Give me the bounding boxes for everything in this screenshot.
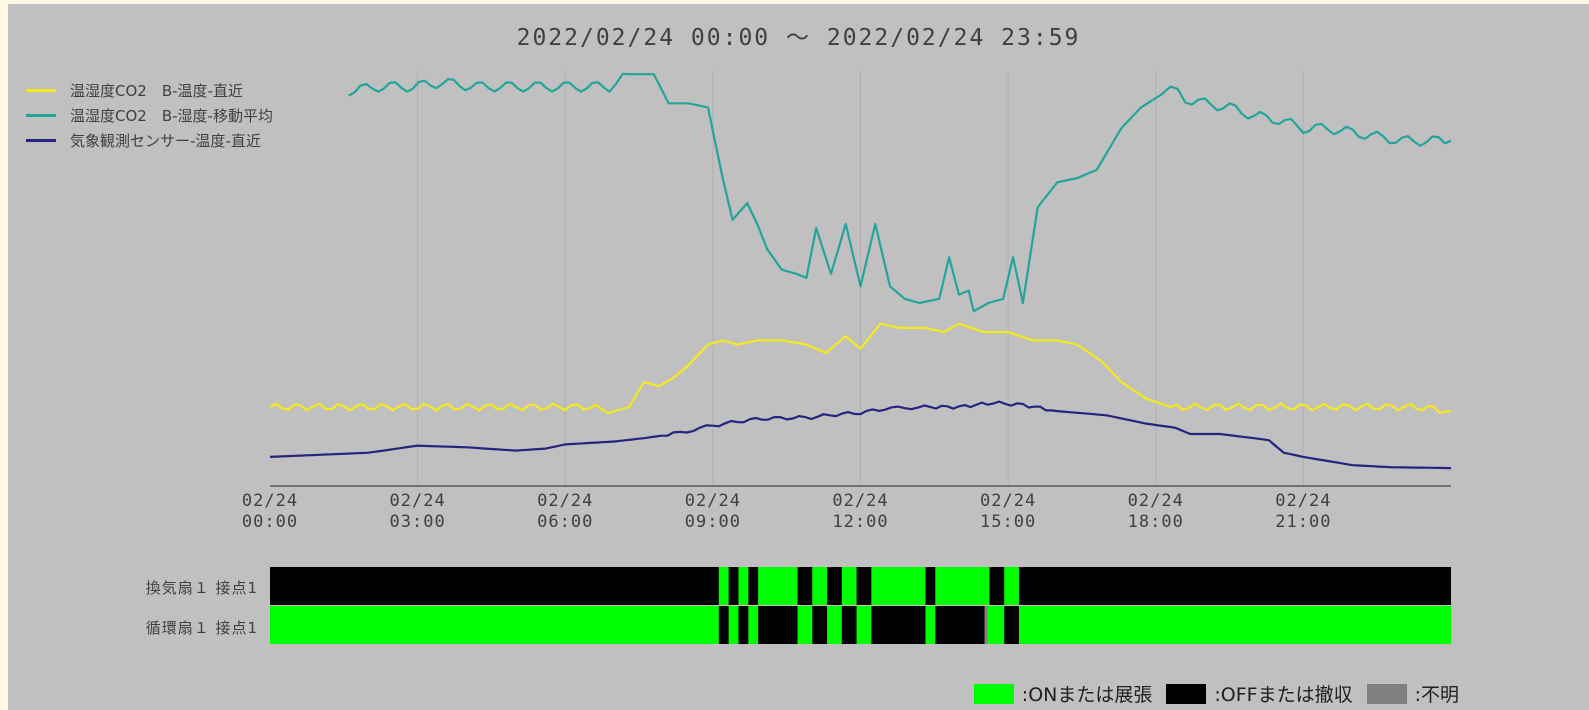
x-tick-time-5: 15:00	[980, 512, 1036, 532]
on-swatch	[973, 683, 1014, 704]
x-tick-time-1: 03:00	[390, 512, 446, 532]
device-bar-0-segment-1	[738, 567, 749, 605]
off-swatch	[1166, 683, 1207, 704]
legend-item-series-0[interactable]: 温湿度CO2 B-温度-直近	[26, 78, 273, 103]
device-label-ventilation-fan: 換気扇１ 接点1	[145, 579, 258, 597]
x-tick-time-3: 09:00	[685, 512, 741, 532]
unknown-label: :不明	[1414, 684, 1459, 706]
chart-legend: 温湿度CO2 B-温度-直近 温湿度CO2 B-湿度-移動平均 気象観測センサー…	[26, 78, 273, 153]
device-bar-0-segment-5	[871, 567, 926, 605]
chart-canvas: 02/2400:0002/2403:0002/2406:0002/2409:00…	[242, 70, 1452, 644]
legend-item-series-2[interactable]: 気象観測センサー-温度-直近	[26, 128, 273, 153]
device-bar-0-segment-6	[935, 567, 990, 605]
status-legend: :ONまたは展張 :OFFまたは撤収 :不明	[960, 680, 1459, 707]
device-bar-0	[270, 567, 1451, 605]
legend-label: 温湿度CO2 B-温度-直近	[70, 82, 243, 100]
device-bar-1-segment-7	[984, 606, 988, 644]
on-label: :ONまたは展張	[1021, 684, 1153, 706]
device-bar-1	[270, 606, 1451, 644]
x-tick-date-7: 02/24	[1275, 491, 1331, 511]
device-label-circulation-fan: 循環扇１ 接点1	[145, 619, 258, 637]
device-bar-1-segment-1	[738, 606, 749, 644]
series-line-0	[269, 322, 1452, 415]
legend-swatch	[26, 139, 56, 142]
x-tick-date-6: 02/24	[1128, 491, 1184, 511]
x-tick-time-2: 06:00	[537, 512, 593, 532]
x-tick-time-4: 12:00	[832, 512, 888, 532]
x-tick-time-0: 00:00	[242, 512, 298, 532]
legend-swatch	[26, 89, 56, 92]
chart-panel: 2022/02/24 00:00 ～ 2022/02/24 23:59 02/2…	[8, 4, 1589, 710]
device-bar-1-segment-5	[871, 606, 926, 644]
x-tick-date-2: 02/24	[537, 491, 593, 511]
device-bar-0-segment-0	[718, 567, 729, 605]
legend-item-series-1[interactable]: 温湿度CO2 B-湿度-移動平均	[26, 103, 273, 128]
off-label: :OFFまたは撤収	[1214, 684, 1353, 706]
device-bar-1-segment-2	[758, 606, 798, 644]
device-bar-0-segment-2	[758, 567, 798, 605]
device-bar-1-segment-3	[812, 606, 828, 644]
legend-label: 温湿度CO2 B-湿度-移動平均	[70, 107, 273, 125]
series-line-2	[269, 400, 1452, 470]
device-bar-1-segment-8	[1004, 606, 1019, 644]
x-tick-date-3: 02/24	[685, 491, 741, 511]
legend-label: 気象観測センサー-温度-直近	[70, 132, 261, 150]
device-bar-1-segment-6	[935, 606, 985, 644]
x-tick-date-5: 02/24	[980, 491, 1036, 511]
unknown-swatch	[1366, 683, 1407, 704]
device-bar-0-segment-3	[812, 567, 828, 605]
device-bar-0-segment-4	[841, 567, 857, 605]
device-bar-0-segment-7	[1004, 567, 1019, 605]
x-tick-time-6: 18:00	[1128, 512, 1184, 532]
legend-swatch	[26, 114, 56, 117]
chart-title: 2022/02/24 00:00 ～ 2022/02/24 23:59	[516, 25, 1081, 51]
x-tick-date-4: 02/24	[832, 491, 888, 511]
device-bar-1-segment-4	[841, 606, 857, 644]
x-tick-date-0: 02/24	[242, 491, 298, 511]
x-tick-time-7: 21:00	[1275, 512, 1331, 532]
series-line-1	[348, 72, 1452, 313]
x-tick-date-1: 02/24	[390, 491, 446, 511]
device-bar-1-segment-0	[718, 606, 729, 644]
